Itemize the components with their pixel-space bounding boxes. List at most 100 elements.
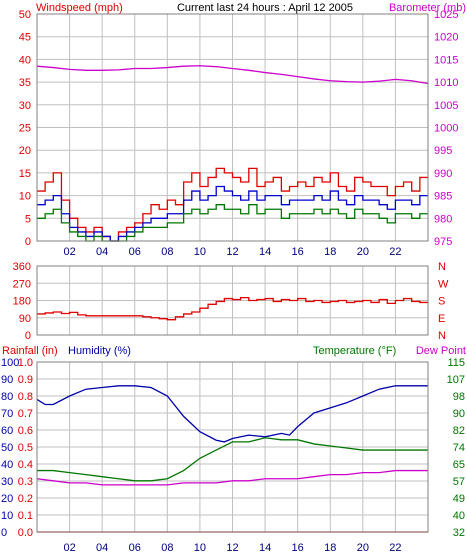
rainfall-tick-label: 0.9 [18, 374, 33, 386]
rainfall-tick-label: 0.4 [18, 459, 33, 471]
rainfall-tick-label: 0.8 [18, 391, 33, 403]
y2-tick-label: 1025 [434, 9, 458, 21]
temperature-tick-label: 40 [453, 510, 465, 522]
temperature-tick-label: 74 [453, 442, 465, 454]
y2-tick-label: 1005 [434, 100, 458, 112]
x-tick-label: 10 [194, 246, 206, 258]
barometer-series-line [36, 65, 429, 85]
temperature-tick-label: 57 [453, 476, 465, 488]
x-tick-label: 04 [96, 246, 108, 258]
x-tick-label: 08 [161, 246, 173, 258]
x-tick-label: 22 [389, 542, 401, 554]
y-tick-label: 10 [19, 191, 31, 203]
x-tick-label: 06 [129, 246, 141, 258]
humidity-tick-label: 40 [1, 459, 13, 471]
direction-series-line [37, 296, 428, 321]
x-tick-label: 14 [259, 542, 271, 554]
compass-label: W [438, 278, 449, 290]
rainfall-tick-label: 0.1 [18, 510, 33, 522]
rainfall-axis-label: Rainfall (in) [2, 345, 58, 357]
y-tick-label: 5 [25, 213, 31, 225]
rainfall-tick-label: 0.5 [18, 442, 33, 454]
wind2-series-line [37, 185, 428, 242]
humidity-tick-label: 20 [1, 493, 13, 505]
y-tick-label: 90 [19, 313, 31, 325]
dewpoint-series-line [36, 469, 428, 486]
humidity-tick-label: 100 [1, 357, 19, 369]
y2-tick-label: 1020 [434, 32, 458, 44]
plot-frame [36, 361, 429, 533]
y-tick-label: 20 [19, 145, 31, 157]
x-tick-label: 14 [259, 246, 271, 258]
rainfall-tick-label: 0.3 [18, 476, 33, 488]
wind-barometer-panel: 0510152025303540455097598098599099510001… [19, 9, 459, 258]
x-tick-label: 02 [63, 542, 75, 554]
x-tick-label: 22 [389, 246, 401, 258]
rainfall-tick-label: 0.0 [18, 527, 33, 539]
humidity-series-line [36, 385, 428, 443]
chart-title: Current last 24 hours : April 12 2005 [177, 2, 353, 14]
humidity-tick-label: 0 [1, 527, 7, 539]
temperature-tick-label: 90 [453, 408, 465, 420]
y-tick-label: 30 [19, 100, 31, 112]
x-tick-label: 20 [357, 246, 369, 258]
temperature-tick-label: 107 [447, 374, 465, 386]
y-tick-label: 180 [13, 296, 31, 308]
x-tick-label: 12 [226, 542, 238, 554]
temperature-tick-label: 65 [453, 459, 465, 471]
y-tick-label: 360 [13, 261, 31, 273]
rainfall-tick-label: 0.2 [18, 493, 33, 505]
y2-tick-label: 975 [434, 236, 452, 248]
humidity-tick-label: 50 [1, 442, 13, 454]
temperature-tick-label: 49 [453, 493, 465, 505]
humidity-tick-label: 80 [1, 391, 13, 403]
y-tick-label: 50 [19, 9, 31, 21]
x-tick-label: 20 [357, 542, 369, 554]
humidity-tick-label: 10 [1, 510, 13, 522]
y2-tick-label: 1010 [434, 77, 458, 89]
compass-label: N [438, 261, 446, 273]
x-tick-label: 10 [194, 542, 206, 554]
compass-label: E [438, 313, 445, 325]
plot-frame [36, 265, 429, 336]
humidity-tick-label: 30 [1, 476, 13, 488]
humidity-temperature-panel: 0 0.0 32 10 0.1 40 20 0.2 49 30 0.3 57 40 0.4 65 50 0.5 7… [1, 357, 465, 554]
rainfall-tick-label: 0.7 [18, 408, 33, 420]
x-tick-label: 12 [226, 246, 238, 258]
temperature-tick-label: 82 [453, 425, 465, 437]
x-tick-label: 16 [292, 246, 304, 258]
x-tick-label: 16 [292, 542, 304, 554]
y2-tick-label: 980 [434, 213, 452, 225]
compass-label: N [438, 330, 446, 342]
compass-label: S [438, 296, 445, 308]
y-tick-label: 35 [19, 77, 31, 89]
x-tick-label: 06 [129, 542, 141, 554]
y-tick-label: 45 [19, 32, 31, 44]
temperature-tick-label: 98 [453, 391, 465, 403]
windspeed-axis-label: Windspeed (mph) [36, 2, 123, 14]
humidity-tick-label: 70 [1, 408, 13, 420]
rainfall-tick-label: 1.0 [18, 357, 33, 369]
y2-tick-label: 990 [434, 168, 452, 180]
x-tick-label: 08 [161, 542, 173, 554]
wind3-series-line [37, 204, 428, 242]
x-tick-label: 02 [63, 246, 75, 258]
x-tick-label: 18 [324, 542, 336, 554]
rainfall-tick-label: 0.6 [18, 425, 33, 437]
y-tick-label: 0 [25, 236, 31, 248]
y2-tick-label: 1000 [434, 123, 458, 135]
y-tick-label: 25 [19, 123, 31, 135]
y-tick-label: 270 [13, 278, 31, 290]
y-tick-label: 40 [19, 54, 31, 66]
humidity-tick-label: 90 [1, 374, 13, 386]
temperature-series-line [37, 437, 428, 482]
dewpoint-axis-label: Dew Point [416, 345, 466, 357]
x-tick-label: 04 [96, 542, 108, 554]
y2-tick-label: 1015 [434, 54, 458, 66]
humidity-tick-label: 60 [1, 425, 13, 437]
temperature-tick-label: 115 [447, 357, 465, 369]
humidity-axis-label: Humidity (%) [68, 345, 131, 357]
plot-frame [36, 13, 429, 242]
y-tick-label: 0 [25, 330, 31, 342]
